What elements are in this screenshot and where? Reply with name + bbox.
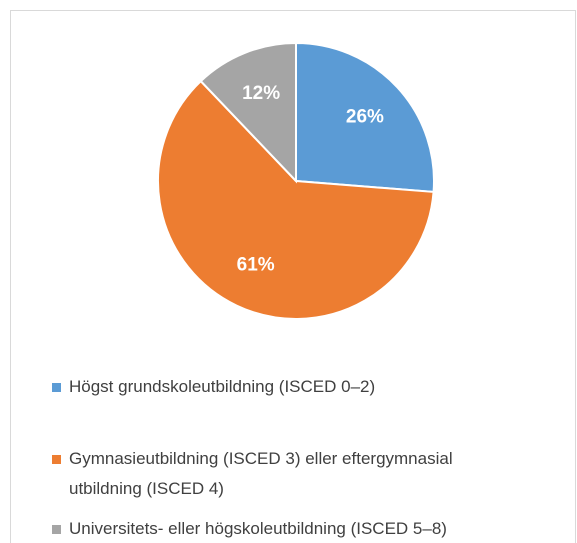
legend-label: Universitets- eller högskoleutbildning (…: [69, 519, 447, 538]
legend-item: Gymnasieutbildning (ISCED 3) eller efter…: [52, 444, 522, 504]
data-label: 12%: [242, 83, 280, 104]
legend-swatch: [52, 455, 61, 464]
pie-slice: [157, 79, 435, 320]
pie-slice: [199, 41, 297, 184]
legend-item: Högst grundskoleutbildning (ISCED 0–2): [52, 372, 522, 402]
chart-frame: [10, 10, 576, 543]
legend-swatch: [52, 525, 61, 534]
legend-swatch: [52, 383, 61, 392]
legend: Högst grundskoleutbildning (ISCED 0–2) Gy…: [52, 372, 522, 543]
data-label: 26%: [346, 106, 384, 127]
legend-label: Högst grundskoleutbildning (ISCED 0–2): [69, 377, 376, 396]
legend-label: Gymnasieutbildning (ISCED 3) eller efter…: [69, 449, 453, 498]
data-label: 61%: [237, 255, 275, 276]
pie-slice: [295, 41, 435, 194]
legend-item: Universitets- eller högskoleutbildning (…: [52, 514, 522, 543]
